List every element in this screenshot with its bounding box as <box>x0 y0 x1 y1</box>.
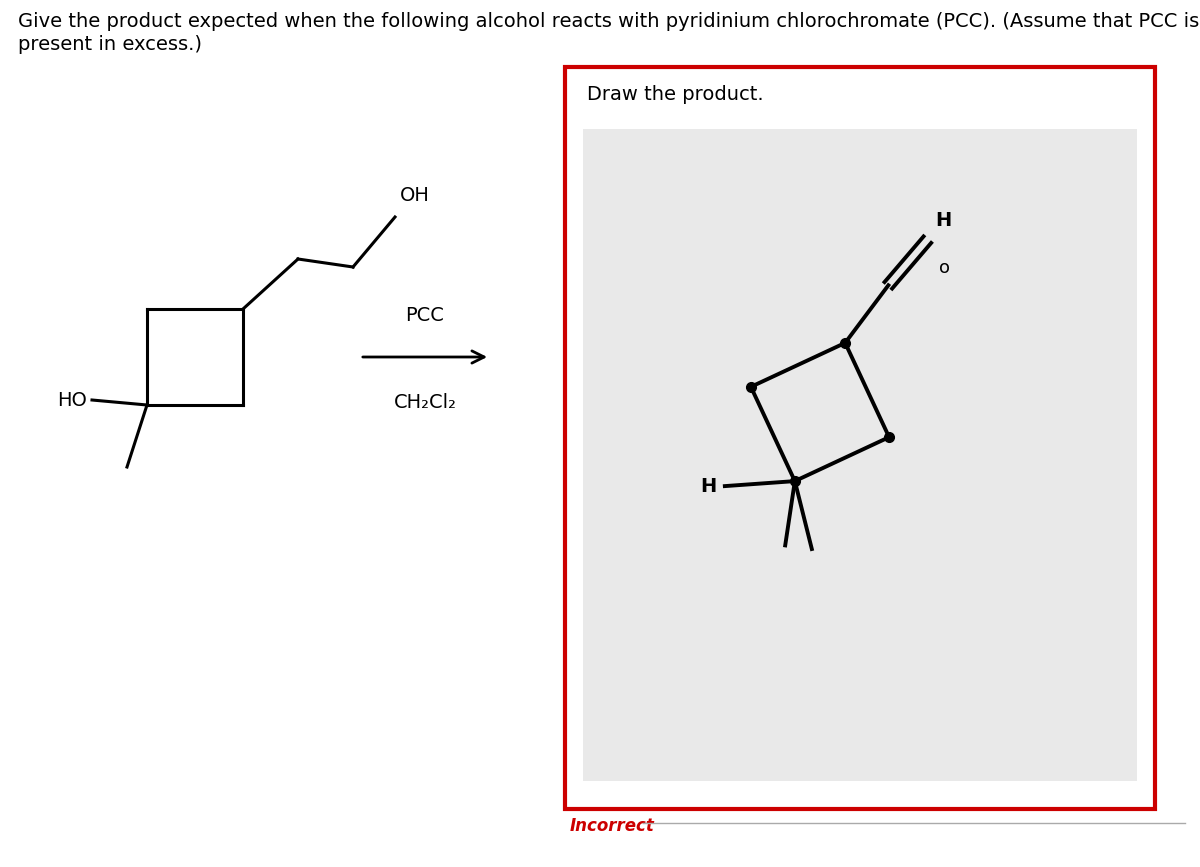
Text: present in excess.): present in excess.) <box>18 35 202 54</box>
Text: PCC: PCC <box>406 306 444 325</box>
Text: CH₂Cl₂: CH₂Cl₂ <box>394 393 456 412</box>
Text: H: H <box>701 477 716 496</box>
Text: Give the product expected when the following alcohol reacts with pyridinium chlo: Give the product expected when the follo… <box>18 12 1199 31</box>
Text: Draw the product.: Draw the product. <box>587 85 763 104</box>
Bar <box>583 129 1138 781</box>
Text: HO: HO <box>58 390 88 409</box>
Text: o: o <box>940 258 950 277</box>
Bar <box>565 67 1154 809</box>
Text: OH: OH <box>400 186 430 205</box>
Text: Incorrect: Incorrect <box>570 817 655 835</box>
Text: H: H <box>935 211 952 230</box>
